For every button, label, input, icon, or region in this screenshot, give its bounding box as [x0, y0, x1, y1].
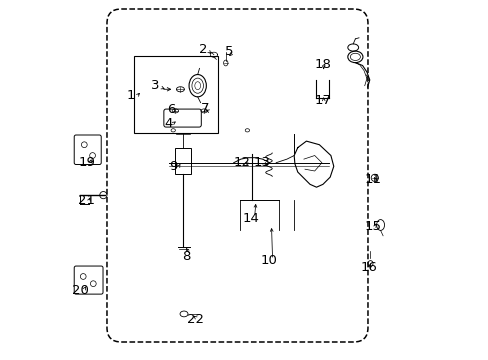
Text: 15: 15 [364, 220, 381, 233]
Text: 2: 2 [199, 43, 207, 56]
Text: 1: 1 [126, 89, 135, 102]
Bar [175, 148, 191, 174]
Text: 5: 5 [224, 45, 233, 58]
Text: 9: 9 [169, 160, 177, 173]
Text: 8: 8 [182, 250, 190, 263]
Text: 20: 20 [72, 284, 89, 297]
Bar [133, 56, 218, 133]
Text: 21: 21 [78, 194, 94, 207]
Text: 18: 18 [314, 58, 331, 71]
Text: 11: 11 [364, 173, 381, 186]
Text: 4: 4 [163, 117, 172, 130]
Text: 16: 16 [360, 261, 376, 274]
Text: 14: 14 [242, 212, 259, 225]
Text: 7: 7 [201, 102, 209, 115]
Text: 13: 13 [253, 156, 270, 169]
Text: 3: 3 [151, 79, 159, 92]
Text: 6: 6 [167, 103, 176, 116]
Text: 10: 10 [260, 255, 277, 267]
Text: 22: 22 [187, 313, 204, 326]
Text: 19: 19 [78, 156, 95, 169]
Text: 12: 12 [233, 156, 249, 169]
Text: 17: 17 [314, 94, 331, 107]
